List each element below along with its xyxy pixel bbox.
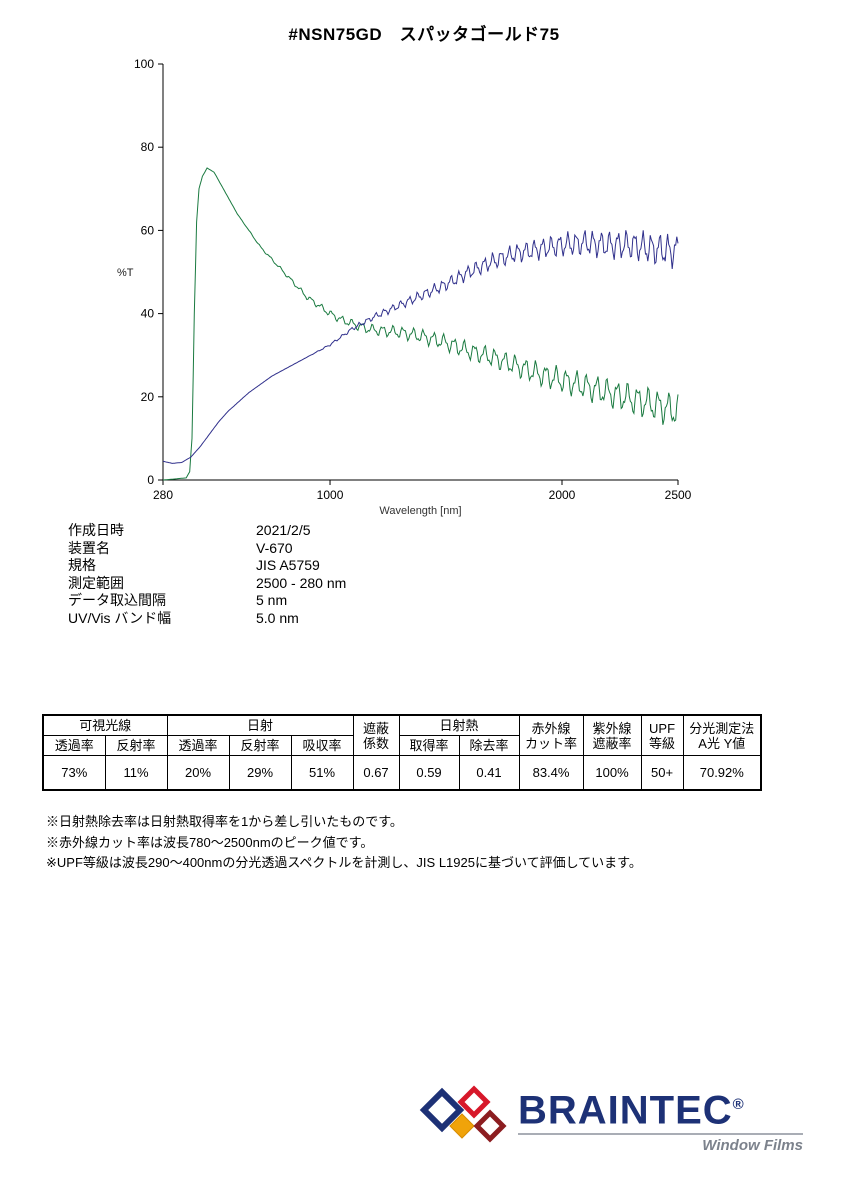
table-value-row: 73% 11% 20% 29% 51% 0.67 0.59 0.41 83.4%…	[42, 755, 762, 791]
metadata-row: 規格 JIS A5759	[68, 557, 346, 575]
footnote: ※UPF等級は波長290～400nmの分光透過スペクトルを計測し、JIS L19…	[46, 855, 642, 870]
value-spectral-y: 70.92%	[682, 755, 762, 791]
metadata-row: 測定範囲 2500 - 280 nm	[68, 575, 346, 593]
series-transmittance-green-line	[162, 167, 679, 481]
metadata-label: 測定範囲	[68, 574, 124, 591]
sub-header-reflectance: 反射率	[228, 735, 292, 756]
footnote: ※日射熱除去率は日射熱取得率を1から差し引いたものです。	[46, 814, 403, 829]
logo-text-block: BRAINTEC® Window Films	[518, 1084, 803, 1155]
x-tick-label: 2500	[665, 488, 692, 502]
footnotes-block: ※日射熱除去率は日射熱取得率を1から差し引いたものです。 ※赤外線カット率は波長…	[46, 812, 642, 874]
metadata-row: UV/Vis バンド幅 5.0 nm	[68, 610, 346, 628]
metadata-value: 2500 - 280 nm	[256, 574, 347, 591]
metadata-value: JIS A5759	[256, 557, 320, 573]
group-header-upf: UPF 等級	[640, 714, 684, 756]
sub-header-reflectance: 反射率	[104, 735, 168, 756]
metadata-label: UV/Vis バンド幅	[68, 609, 172, 626]
metadata-value: 5.0 nm	[256, 609, 299, 626]
brand-name: BRAINTEC	[518, 1088, 733, 1133]
value-vlt: 73%	[42, 755, 106, 791]
group-header-spectral-y: 分光測定法 A光 Y値	[682, 714, 762, 756]
value-shading-coefficient: 0.67	[352, 755, 400, 791]
metadata-row: 作成日時 2021/2/5	[68, 522, 346, 540]
metadata-row: データ取込間隔 5 nm	[68, 592, 346, 610]
braintec-logo: BRAINTEC® Window Films	[418, 1084, 803, 1155]
logo-diamonds-icon	[419, 1085, 507, 1143]
group-header-ir-cut: 赤外線 カット率	[518, 714, 584, 756]
value-heat-gain: 0.59	[398, 755, 460, 791]
x-tick-label: 1000	[317, 488, 344, 502]
value-heat-rejection: 0.41	[458, 755, 520, 791]
x-tick-label: 280	[153, 488, 173, 502]
value-ir-cut: 83.4%	[518, 755, 584, 791]
value-uv-shield: 100%	[582, 755, 642, 791]
y-tick-label: 20	[141, 390, 155, 404]
table-sub-header-row: 透過率 反射率 透過率 反射率 吸収率 取得率 除去率	[42, 735, 761, 756]
metadata-value: 5 nm	[256, 592, 288, 608]
value-solar-a: 51%	[290, 755, 354, 791]
results-table: 可視光線 日射 遮蔽 係数 日射熱 赤外線 カット率 紫外線 遮蔽率 UPF 等…	[42, 714, 763, 791]
metadata-label: 規格	[68, 557, 96, 573]
metadata-value: 2021/2/5	[256, 522, 311, 538]
metadata-block: 作成日時 2021/2/5 装置名 V-670 規格 JIS A5759 測定範…	[68, 522, 346, 627]
y-tick-label: 80	[141, 140, 155, 154]
sub-header-rejection: 除去率	[458, 735, 520, 756]
metadata-row: 装置名 V-670	[68, 540, 346, 558]
page-title: #NSN75GD スパッタゴールド75	[288, 25, 560, 44]
x-tick-label: 2000	[549, 488, 576, 502]
value-solar-t: 20%	[166, 755, 230, 791]
metadata-label: 装置名	[68, 539, 110, 556]
spectral-chart: 0 20 40 60 80 100 280 1000 2000 2500 %T Wavelength …	[95, 50, 715, 528]
sub-header-absorptance: 吸収率	[290, 735, 354, 756]
series-reflectance-navy-line	[162, 230, 679, 464]
tagline-row: Window Films	[518, 1133, 803, 1155]
footnote: ※赤外線カット率は波長780～2500nmのピーク値です。	[46, 834, 374, 850]
sub-header-gain: 取得率	[398, 735, 460, 756]
x-axis-title: Wavelength [nm]	[379, 505, 461, 517]
registered-trademark-symbol: ®	[732, 1096, 745, 1113]
metadata-value: V-670	[256, 539, 293, 556]
metadata-label: データ取込間隔	[68, 592, 166, 608]
spectral-chart-svg: 0 20 40 60 80 100 280 1000 2000 2500 %T Wavelength …	[117, 57, 692, 517]
metadata-label: 作成日時	[68, 522, 124, 538]
group-header-uv-shield: 紫外線 遮蔽率	[582, 714, 642, 756]
value-solar-r: 29%	[228, 755, 292, 791]
y-tick-label: 60	[141, 223, 155, 237]
y-tick-label: 40	[141, 307, 155, 321]
group-header-solar-heat: 日射熱	[398, 714, 520, 736]
y-tick-label: 0	[147, 473, 154, 487]
brand-wordmark: BRAINTEC®	[518, 1084, 803, 1131]
table-group-header-row: 可視光線 日射 遮蔽 係数 日射熱 赤外線 カット率 紫外線 遮蔽率 UPF 等…	[42, 714, 762, 756]
group-header-solar: 日射	[166, 714, 354, 736]
value-upf: 50+	[640, 755, 684, 791]
y-axis-title: %T	[117, 267, 134, 279]
y-tick-label: 100	[134, 57, 154, 71]
group-header-visible-light: 可視光線	[42, 714, 168, 736]
group-header-shading-coefficient: 遮蔽 係数	[352, 714, 400, 756]
value-vlr: 11%	[104, 755, 168, 791]
sub-header-transmittance: 透過率	[166, 735, 230, 756]
sub-header-transmittance: 透過率	[42, 735, 106, 756]
brand-tagline: Window Films	[702, 1137, 803, 1155]
